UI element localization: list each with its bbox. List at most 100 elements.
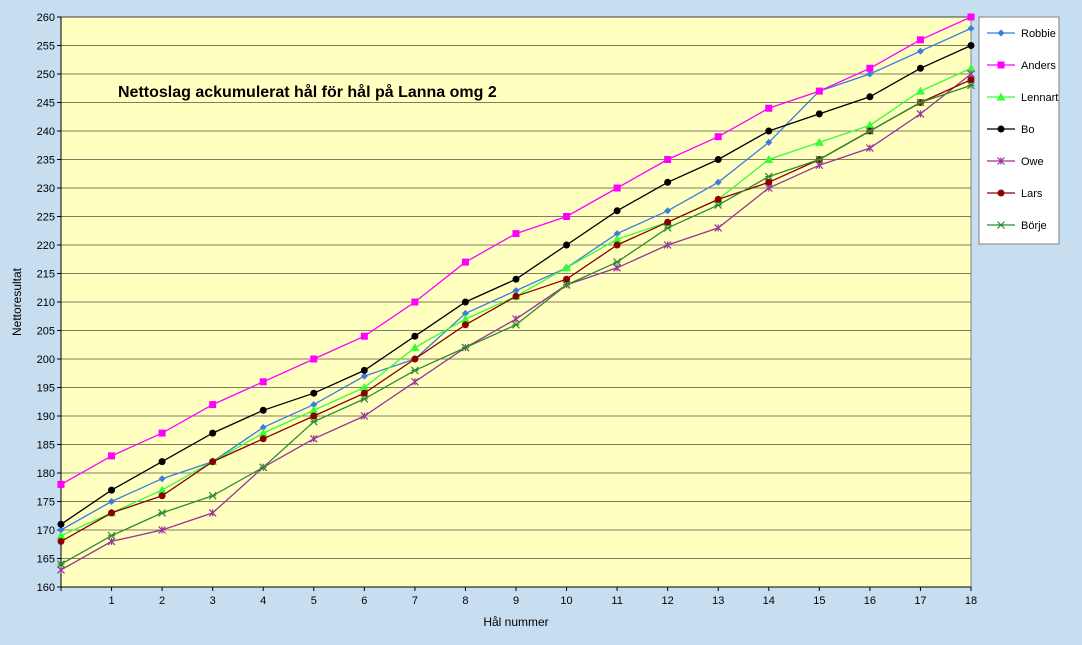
legend-label: Börje xyxy=(1021,220,1047,232)
data-point xyxy=(158,508,167,517)
data-point xyxy=(460,314,470,323)
x-tick-label: 14 xyxy=(763,595,775,607)
data-point xyxy=(916,64,924,72)
x-tick-label: 10 xyxy=(560,595,572,607)
y-tick-label: 210 xyxy=(37,297,55,309)
data-point xyxy=(997,61,1005,69)
data-point xyxy=(108,509,116,517)
data-point xyxy=(310,412,318,420)
data-point xyxy=(310,401,318,409)
data-point xyxy=(714,195,722,203)
data-point xyxy=(664,207,672,215)
data-point xyxy=(765,138,773,146)
data-point xyxy=(997,221,1005,229)
data-point xyxy=(765,178,773,186)
data-point xyxy=(512,275,520,283)
x-tick-label: 17 xyxy=(914,595,926,607)
data-point xyxy=(714,156,722,163)
data-point xyxy=(258,428,268,437)
y-tick-label: 200 xyxy=(37,354,55,366)
data-point xyxy=(613,207,621,215)
data-point xyxy=(461,258,469,266)
data-point xyxy=(208,491,217,500)
data-point xyxy=(209,401,217,409)
y-tick-label: 230 xyxy=(37,183,55,195)
data-point xyxy=(663,241,672,249)
data-point xyxy=(815,155,824,164)
x-tick-label: 11 xyxy=(611,595,622,607)
legend-label: Lars xyxy=(1021,188,1043,200)
data-point xyxy=(360,372,368,380)
data-point xyxy=(765,127,773,135)
x-tick-label: 7 xyxy=(412,595,418,607)
data-point xyxy=(108,452,116,460)
legend-item: Lars xyxy=(987,188,1043,200)
legend-label: Lennart xyxy=(1021,92,1058,104)
y-tick-label: 190 xyxy=(37,411,55,423)
legend-item: Lennart xyxy=(987,92,1058,104)
data-point xyxy=(967,76,975,84)
legend-item: Owe xyxy=(987,156,1044,168)
data-point xyxy=(411,355,419,363)
legend-label: Robbie xyxy=(1021,28,1056,40)
data-point xyxy=(866,64,874,72)
data-point xyxy=(966,63,976,72)
y-tick-label: 215 xyxy=(37,269,55,281)
data-point xyxy=(57,537,65,545)
data-point xyxy=(764,172,773,181)
data-point xyxy=(107,531,116,540)
x-tick-label: 3 xyxy=(210,595,216,607)
data-point xyxy=(310,355,318,363)
data-point xyxy=(411,298,419,306)
data-point xyxy=(865,127,874,135)
series-bo xyxy=(57,42,975,528)
data-point xyxy=(57,520,65,528)
data-point xyxy=(997,125,1005,133)
y-tick-label: 245 xyxy=(37,98,55,110)
y-tick-label: 205 xyxy=(37,326,55,338)
data-point xyxy=(461,298,469,306)
y-tick-label: 235 xyxy=(37,155,55,167)
y-axis-label: Nettoresultat xyxy=(10,267,24,336)
data-point xyxy=(360,394,369,403)
data-point xyxy=(259,406,267,414)
data-point xyxy=(107,537,116,546)
data-point xyxy=(360,366,368,374)
data-point xyxy=(309,434,318,443)
legend-item: Börje xyxy=(987,220,1047,232)
data-point xyxy=(309,417,318,426)
data-point xyxy=(613,258,622,267)
data-point xyxy=(613,241,621,249)
data-point xyxy=(916,36,924,44)
data-point xyxy=(563,213,571,220)
data-point xyxy=(967,13,975,21)
x-tick-label: 5 xyxy=(311,595,317,607)
data-point xyxy=(108,498,116,505)
x-tick-label: 1 xyxy=(108,595,114,607)
chart-title: Nettoslag ackumulerat hål för hål på Lan… xyxy=(118,83,497,101)
y-axis: 160 165 170 175 180 185 190 195 200 205 210 215 220 2… xyxy=(37,12,62,594)
data-point xyxy=(866,93,874,101)
data-point xyxy=(259,463,268,472)
data-point xyxy=(57,480,65,488)
data-point xyxy=(997,29,1005,37)
x-tick-label: 18 xyxy=(965,595,977,607)
data-point xyxy=(714,178,722,186)
data-point xyxy=(967,24,975,32)
series-owe xyxy=(57,70,975,574)
data-point xyxy=(56,531,66,540)
legend-label: Anders xyxy=(1021,60,1056,72)
data-point xyxy=(997,189,1005,197)
data-point xyxy=(915,86,925,95)
x-tick-label: 13 xyxy=(712,595,724,607)
data-point xyxy=(209,429,217,437)
data-point xyxy=(613,184,621,192)
data-point xyxy=(612,234,622,243)
data-point xyxy=(57,526,65,534)
data-point xyxy=(158,526,167,534)
data-point xyxy=(259,378,267,386)
y-tick-label: 240 xyxy=(37,126,55,138)
y-tick-label: 255 xyxy=(37,41,55,53)
